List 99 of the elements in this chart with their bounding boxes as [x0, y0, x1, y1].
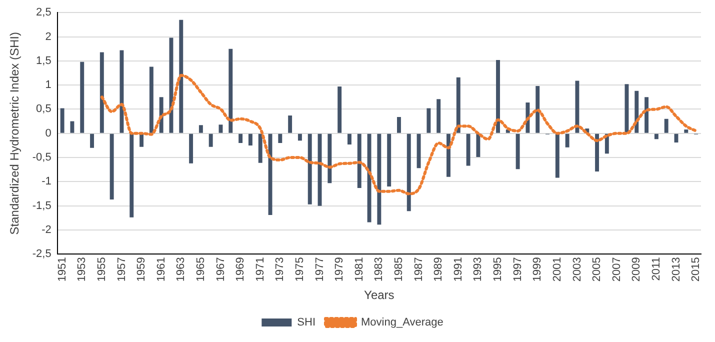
- x-tick-label: 1991: [452, 257, 464, 282]
- x-tick-label: 1961: [155, 257, 168, 282]
- x-tick-label: 1955: [96, 257, 108, 282]
- bar: [208, 134, 213, 147]
- bar: [218, 124, 223, 133]
- bar: [198, 125, 203, 133]
- x-tick-label: 1953: [76, 257, 88, 282]
- bar: [298, 134, 302, 141]
- x-tick-label: 1967: [214, 257, 227, 282]
- bar: [347, 134, 352, 144]
- bar: [406, 134, 411, 212]
- y-tick-label: 0,5: [36, 103, 52, 116]
- x-tick-label: 1999: [532, 257, 544, 282]
- bar: [228, 48, 233, 133]
- x-tick-label: 1995: [492, 257, 504, 282]
- x-tick-label: 2007: [610, 257, 623, 282]
- y-tick-label: -0,5: [32, 152, 52, 164]
- bar: [140, 134, 144, 147]
- bar: [644, 97, 649, 133]
- bar: [536, 86, 540, 133]
- bar: [238, 134, 243, 144]
- bar: [60, 108, 64, 133]
- bar: [338, 86, 342, 133]
- x-tick-label: 1989: [432, 257, 445, 282]
- bar: [258, 134, 262, 163]
- bar: [70, 121, 74, 133]
- bar: [565, 134, 570, 148]
- x-tick-label: 2005: [591, 257, 604, 282]
- x-tick-label: 1977: [314, 257, 326, 282]
- x-tick-label: 1957: [116, 257, 128, 282]
- x-tick-label: 2009: [630, 257, 643, 282]
- bar: [100, 52, 104, 133]
- x-tick-label: 1981: [353, 257, 366, 282]
- bar: [466, 134, 470, 166]
- bar: [110, 134, 114, 200]
- x-axis-title: Years: [364, 288, 394, 302]
- x-tick-label: 2003: [571, 257, 584, 282]
- bar: [387, 134, 392, 186]
- y-tick-label: -1: [42, 176, 52, 188]
- bar: [397, 116, 401, 133]
- bar: [179, 20, 184, 133]
- x-tick-label: 1985: [393, 257, 406, 282]
- x-tick-label: 1997: [512, 257, 524, 282]
- bar: [416, 134, 421, 168]
- bar: [476, 134, 480, 158]
- bar: [189, 134, 194, 164]
- bar: [248, 134, 252, 146]
- bar: [555, 134, 560, 178]
- bar: [446, 134, 450, 177]
- bar: [149, 66, 154, 133]
- bar: [90, 134, 94, 148]
- y-tick-label: 2,5: [36, 6, 52, 19]
- x-tick-label: 1973: [274, 257, 286, 282]
- x-tick-label: 1959: [136, 257, 148, 282]
- x-tick-label: 1965: [194, 257, 207, 282]
- y-tick-label: -2,5: [32, 248, 52, 260]
- legend-label: Moving_Average: [360, 316, 444, 329]
- bar: [328, 134, 332, 184]
- x-tick-label: 1975: [294, 257, 306, 282]
- bar: [456, 77, 460, 133]
- x-tick-label: 1987: [412, 257, 425, 282]
- bar: [278, 134, 282, 144]
- x-tick-label: 1983: [373, 257, 386, 282]
- x-tick-label: 2001: [551, 257, 564, 282]
- y-axis-title: Standardized Hydrometric Index (SHI): [8, 32, 22, 235]
- bar: [357, 134, 362, 188]
- bar: [516, 134, 520, 170]
- bar: [684, 130, 688, 133]
- y-tick-label: 0: [45, 127, 52, 140]
- y-tick-label: 2: [45, 30, 52, 43]
- bar: [367, 134, 372, 222]
- line-series: [100, 74, 698, 196]
- bar: [575, 80, 580, 133]
- x-tick-label: 1979: [334, 257, 346, 282]
- bar: [377, 134, 382, 225]
- y-tick-label: -1,5: [32, 200, 52, 212]
- bar: [496, 60, 500, 133]
- x-tick-label: 1993: [472, 257, 484, 282]
- x-tick-label: 1963: [175, 257, 188, 282]
- x-tick-label: 2013: [670, 257, 682, 282]
- bar: [426, 108, 431, 133]
- x-tick-label: 1951: [56, 257, 68, 282]
- bar: [288, 115, 292, 133]
- bar: [308, 134, 312, 204]
- y-tick-label: 1,5: [36, 54, 52, 67]
- bar: [595, 134, 600, 172]
- x-tick-label: 1971: [254, 257, 266, 282]
- bar: [654, 134, 658, 140]
- legend-label: SHI: [297, 316, 316, 329]
- bar: [436, 99, 441, 133]
- x-tick-label: 2011: [650, 257, 662, 281]
- y-tick-label: 1: [45, 79, 52, 92]
- bar: [80, 62, 84, 133]
- y-tick-label: -2: [42, 224, 52, 236]
- x-tick-label: 1969: [234, 257, 247, 282]
- bar: [664, 118, 668, 133]
- bar: [130, 134, 134, 218]
- bar: [120, 50, 124, 133]
- x-tick-label: 2015: [690, 257, 702, 282]
